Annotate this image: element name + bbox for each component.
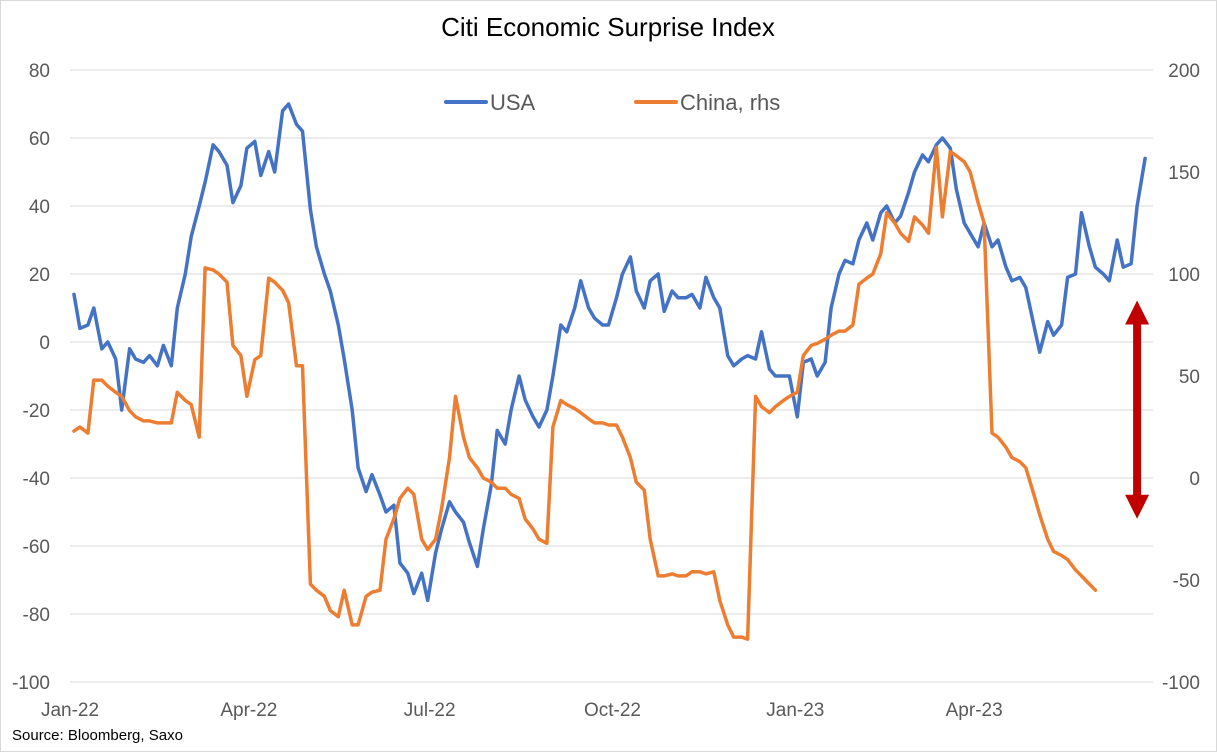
left-tick-label: -100 — [12, 673, 50, 694]
legend: USA China, rhs — [444, 90, 780, 115]
x-axis: Jan-22 Apr-22 Jul-22 Oct-22 Jan-23 Apr-23 — [41, 700, 1003, 721]
legend-label-china: China, rhs — [680, 90, 780, 115]
left-y-axis: 80 60 40 20 0 -20 -40 -60 -80 -100 — [12, 61, 50, 694]
x-tick-label: Jul-22 — [404, 700, 456, 721]
left-tick-label: -40 — [23, 469, 50, 490]
x-tick-label: Apr-22 — [220, 700, 277, 721]
left-tick-label: 20 — [29, 265, 50, 286]
right-tick-label: -50 — [1173, 571, 1200, 592]
left-tick-label: 60 — [29, 129, 50, 150]
series-line-usa — [72, 102, 1147, 603]
left-tick-label: -20 — [23, 401, 50, 422]
left-tick-label: -60 — [23, 537, 50, 558]
series-layer — [72, 102, 1147, 641]
chart-title: Citi Economic Surprise Index — [441, 12, 775, 42]
right-tick-label: 0 — [1189, 469, 1200, 490]
x-tick-label: Jan-23 — [766, 700, 824, 721]
gridlines — [70, 69, 1153, 683]
left-tick-label: 40 — [29, 197, 50, 218]
left-tick-label: 0 — [39, 333, 50, 354]
right-tick-label: 150 — [1168, 163, 1200, 184]
series-line-china — [72, 145, 1098, 641]
right-tick-label: -100 — [1162, 673, 1200, 694]
x-tick-label: Oct-22 — [584, 700, 641, 721]
right-tick-label: 100 — [1168, 265, 1200, 286]
left-tick-label: -80 — [23, 605, 50, 626]
right-tick-label: 50 — [1179, 367, 1200, 388]
legend-label-usa: USA — [490, 90, 536, 115]
right-y-axis: 200 150 100 50 0 -50 -100 — [1162, 61, 1200, 694]
annotation-layer — [1125, 300, 1150, 519]
x-tick-label: Apr-23 — [946, 700, 1003, 721]
right-tick-label: 200 — [1168, 61, 1200, 82]
double-arrow-annotation — [1125, 300, 1150, 519]
source-note: Source: Bloomberg, Saxo — [12, 727, 183, 744]
left-tick-label: 80 — [29, 61, 50, 82]
x-tick-label: Jan-22 — [41, 700, 99, 721]
